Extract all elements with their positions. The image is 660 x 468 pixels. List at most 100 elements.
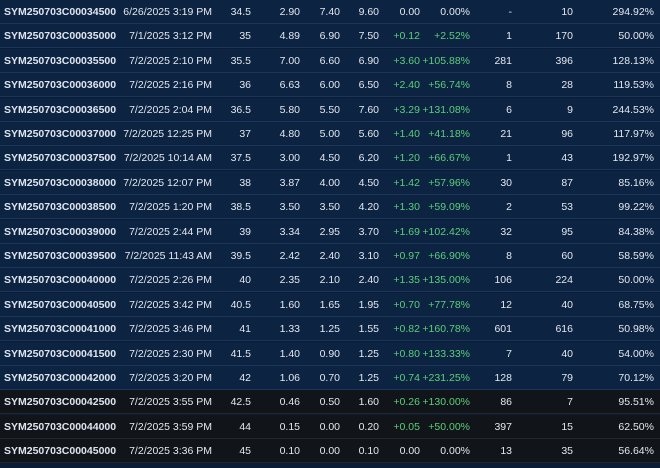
strike: 38 [239, 176, 251, 189]
ask: 0.10 [358, 445, 379, 458]
table-row[interactable]: SYM250703C00035500 7/2/2025 2:10 PM 35.5 7.… [0, 48, 660, 73]
last-price: 0.46 [279, 396, 300, 409]
ask: 1.95 [358, 298, 379, 311]
last-price: 1.40 [279, 347, 300, 360]
last-trade-date: 7/2/2025 2:10 PM [129, 54, 212, 67]
volume: 7 [506, 347, 512, 360]
strike: 42 [239, 372, 251, 384]
table-row[interactable]: SYM250703C00037500 7/2/2025 10:14 AM 37.5 3… [0, 146, 660, 171]
table-row[interactable]: SYM250703C00039000 7/2/2025 2:44 PM 39 3.34… [0, 219, 660, 244]
bid: 0.00 [319, 420, 340, 433]
last-price: 2.90 [279, 6, 300, 18]
change: +2.40 [393, 79, 420, 92]
strike: 41.5 [230, 347, 251, 360]
symbol: SYM250703C00039000 [4, 225, 117, 238]
table-row[interactable]: SYM250703C00039500 7/2/2025 11:43 AM 39.5 2… [0, 244, 660, 268]
bid: 2.95 [319, 225, 340, 238]
open-interest: 95 [561, 225, 573, 238]
symbol: SYM250703C00042500 [4, 396, 117, 409]
table-row[interactable]: SYM250703C00037000 7/2/2025 12:25 PM 37 4.8… [0, 122, 660, 146]
ask: 6.90 [358, 54, 379, 67]
table-row[interactable]: SYM250703C00035000 7/1/2025 3:12 PM 35 4.89… [0, 24, 660, 49]
implied-volatility: 56.64% [618, 445, 654, 458]
last-trade-date: 7/2/2025 2:16 PM [129, 79, 212, 92]
volume: 21 [500, 128, 512, 140]
symbol: SYM250703C00034500 [4, 6, 117, 18]
change: +0.12 [393, 30, 420, 43]
table-row[interactable]: SYM250703C00036000 7/2/2025 2:16 PM 36 6.63… [0, 73, 660, 98]
percent-change: +57.96% [428, 176, 470, 189]
strike: 38.5 [230, 201, 251, 214]
table-row[interactable]: SYM250703C00038000 7/2/2025 12:07 PM 38 3.8… [0, 170, 660, 195]
strike: 36.5 [230, 103, 251, 116]
implied-volatility: 117.97% [613, 128, 654, 140]
percent-change: +102.42% [422, 225, 470, 238]
ask: 4.20 [358, 201, 379, 214]
bid: 0.50 [319, 396, 340, 409]
table-row[interactable]: SYM250703C00034500 6/26/2025 3:19 PM 34.5 2… [0, 0, 660, 24]
change: 0.00 [399, 445, 420, 458]
table-row[interactable]: SYM250703C00036500 7/2/2025 2:04 PM 36.5 5.… [0, 97, 660, 122]
symbol: SYM250703C00038500 [4, 201, 117, 214]
change: 0.00 [399, 6, 420, 18]
implied-volatility: 68.75% [618, 298, 654, 311]
table-row[interactable]: SYM250703C00040500 7/2/2025 3:42 PM 40.5 1.… [0, 292, 660, 317]
symbol: SYM250703C00039500 [4, 250, 117, 262]
implied-volatility: 50.98% [618, 323, 654, 336]
volume: 281 [494, 54, 512, 67]
bid: 0.90 [319, 347, 340, 360]
percent-change: +59.09% [428, 201, 470, 214]
strike: 37 [239, 128, 251, 140]
open-interest: 10 [561, 6, 573, 18]
open-interest: 40 [561, 298, 573, 311]
percent-change: +2.52% [434, 30, 470, 43]
symbol: SYM250703C00037500 [4, 152, 117, 165]
ask: 7.50 [358, 30, 379, 43]
bid: 6.00 [319, 79, 340, 92]
symbol: SYM250703C00042000 [4, 372, 117, 384]
percent-change: +131.08% [422, 103, 470, 116]
last-price: 5.80 [279, 103, 300, 116]
table-row[interactable]: SYM250703C00042500 7/2/2025 3:55 PM 42.5 0.… [0, 390, 660, 415]
last-price: 7.00 [279, 54, 300, 67]
strike: 40.5 [230, 298, 251, 311]
last-price: 4.80 [279, 128, 300, 140]
ask: 1.55 [358, 323, 379, 336]
last-price: 3.34 [279, 225, 300, 238]
table-row[interactable]: SYM250703C00044000 7/2/2025 3:59 PM 44 0.15… [0, 414, 660, 439]
implied-volatility: 50.00% [618, 274, 654, 287]
last-trade-date: 7/2/2025 3:20 PM [129, 372, 212, 384]
last-price: 3.00 [279, 152, 300, 165]
open-interest: 60 [561, 250, 573, 262]
implied-volatility: 85.16% [618, 176, 654, 189]
last-price: 1.60 [279, 298, 300, 311]
last-price: 1.33 [279, 323, 300, 336]
ask: 0.20 [358, 420, 379, 433]
percent-change: +133.33% [422, 347, 470, 360]
symbol: SYM250703C00038000 [4, 176, 117, 189]
ask: 2.40 [358, 274, 379, 287]
volume: 397 [494, 420, 512, 433]
last-price: 1.06 [279, 372, 300, 384]
symbol: SYM250703C00044000 [4, 420, 117, 433]
table-row[interactable]: SYM250703C00040000 7/2/2025 2:26 PM 40 2.35… [0, 268, 660, 293]
open-interest: 35 [561, 445, 573, 458]
table-row[interactable]: SYM250703C00038500 7/2/2025 1:20 PM 38.5 3.… [0, 195, 660, 220]
table-row[interactable]: SYM250703C00042000 7/2/2025 3:20 PM 42 1.06… [0, 366, 660, 390]
percent-change: 0.00% [440, 445, 470, 458]
ask: 1.25 [358, 347, 379, 360]
volume: 12 [500, 298, 512, 311]
table-row[interactable]: SYM250703C00041500 7/2/2025 2:30 PM 41.5 1.… [0, 341, 660, 366]
table-row[interactable]: SYM250703C00041000 7/2/2025 3:46 PM 41 1.33… [0, 317, 660, 342]
last-trade-date: 7/2/2025 11:43 AM [124, 250, 212, 262]
implied-volatility: 50.00% [618, 30, 654, 43]
last-trade-date: 7/2/2025 2:30 PM [129, 347, 212, 360]
change: +0.70 [393, 298, 420, 311]
implied-volatility: 128.13% [612, 54, 654, 67]
table-row[interactable]: SYM250703C00045000 7/2/2025 3:36 PM 45 0.10… [0, 439, 660, 464]
ask: 9.60 [358, 6, 379, 18]
bid: 4.00 [319, 176, 340, 189]
volume: 128 [494, 372, 512, 384]
last-trade-date: 7/2/2025 3:36 PM [129, 445, 212, 458]
strike: 44 [239, 420, 251, 433]
